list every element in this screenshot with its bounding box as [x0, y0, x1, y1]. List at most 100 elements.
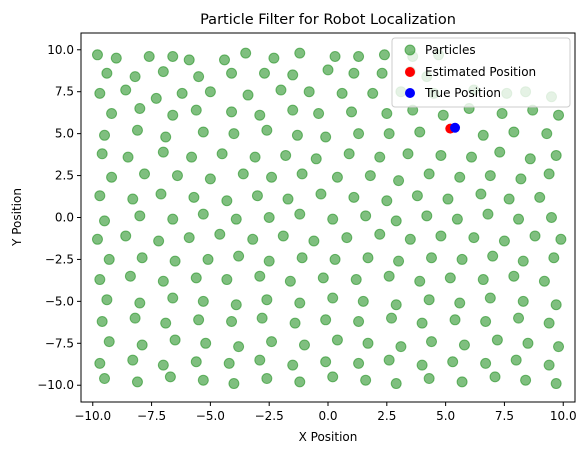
particle-point — [393, 255, 405, 267]
particle-point — [550, 149, 562, 161]
particle-point — [157, 275, 169, 287]
particle-point — [513, 213, 525, 225]
particle-point — [275, 84, 287, 96]
particle-point — [287, 104, 299, 116]
particle-point — [183, 232, 195, 244]
particle-point — [451, 213, 463, 225]
particle-point — [223, 357, 235, 369]
particle-point — [131, 124, 143, 136]
y-tick-label: −7.5 — [45, 336, 74, 350]
particle-point — [99, 373, 111, 385]
particle-point — [517, 255, 529, 267]
particle-point — [268, 52, 280, 64]
particle-point — [150, 92, 162, 104]
particle-point — [449, 314, 461, 326]
particle-point — [190, 272, 202, 284]
particle-point — [129, 312, 141, 324]
particle-point — [164, 371, 176, 383]
particle-point — [383, 128, 395, 140]
particle-point — [390, 378, 402, 390]
particle-point — [390, 215, 402, 227]
true-position-point — [450, 122, 461, 133]
x-axis-ticks: −10.0 −7.5 −5.0 −2.5 0.0 2.5 5.0 7.5 10.0 — [74, 402, 577, 423]
particle-point — [197, 295, 209, 307]
particle-point — [261, 373, 273, 385]
particle-point — [444, 272, 456, 284]
particle-point — [266, 336, 278, 348]
particle-point — [96, 315, 108, 327]
x-tick-label: 10.0 — [550, 409, 577, 423]
particle-point — [202, 253, 214, 265]
particle-point — [374, 151, 386, 163]
particle-point — [550, 378, 562, 390]
particle-point — [167, 213, 179, 225]
particle-point — [94, 87, 106, 99]
particle-point — [193, 314, 205, 326]
particle-point — [447, 356, 459, 368]
particle-point — [261, 294, 273, 306]
particle-point — [553, 341, 565, 353]
particle-point — [176, 87, 188, 99]
particle-point — [289, 317, 301, 329]
particle-point — [204, 86, 216, 98]
x-tick-label: 5.0 — [436, 409, 455, 423]
particle-point — [219, 54, 230, 66]
particle-point — [266, 171, 278, 183]
legend-marker-estimated — [405, 67, 415, 77]
particle-point — [242, 89, 254, 101]
particle-point — [395, 341, 407, 353]
particle-point — [127, 193, 139, 205]
legend-label-true: True Position — [424, 86, 501, 100]
particle-point — [520, 374, 532, 386]
particle-point — [423, 294, 435, 306]
particle-point — [322, 64, 334, 76]
particle-point — [193, 71, 205, 83]
particle-point — [374, 228, 386, 240]
particle-point — [294, 47, 306, 59]
particle-point — [277, 230, 289, 242]
particle-point — [346, 106, 358, 118]
particle-point — [543, 317, 555, 329]
particle-point — [131, 376, 143, 388]
x-axis-label: X Position — [299, 430, 358, 444]
particle-point — [538, 275, 550, 287]
particle-point — [423, 373, 435, 385]
particle-point — [254, 270, 266, 282]
particle-point — [376, 67, 388, 79]
particle-point — [254, 354, 266, 366]
legend-marker-true — [405, 88, 415, 98]
particle-point — [310, 153, 322, 165]
particle-point — [94, 357, 106, 369]
particle-point — [103, 253, 115, 265]
chart-title: Particle Filter for Robot Localization — [200, 12, 456, 28]
y-tick-label: −5.0 — [45, 294, 74, 308]
particle-point — [353, 357, 365, 369]
particle-point — [513, 312, 525, 324]
legend-box — [391, 37, 571, 108]
particle-point — [188, 191, 200, 203]
particle-point — [416, 317, 428, 329]
particle-point — [414, 126, 426, 138]
particle-point — [258, 67, 270, 79]
particle-point — [247, 233, 259, 245]
particle-point — [296, 252, 308, 264]
particle-point — [543, 168, 555, 180]
particle-point — [216, 148, 228, 160]
particle-point — [101, 294, 113, 306]
x-tick-label: −7.5 — [137, 409, 166, 423]
particle-point — [261, 124, 273, 136]
particle-point — [169, 255, 181, 267]
particle-point — [124, 270, 136, 282]
particle-point — [480, 315, 492, 327]
particle-point — [468, 232, 480, 244]
particle-point — [550, 299, 562, 311]
particle-point — [296, 168, 308, 180]
particle-point — [221, 274, 233, 286]
particle-point — [298, 339, 310, 351]
y-tick-label: −2.5 — [45, 252, 74, 266]
particle-point — [233, 341, 245, 353]
particle-point — [169, 334, 181, 346]
particle-point — [454, 171, 466, 183]
particle-point — [524, 153, 536, 165]
particle-point — [487, 250, 499, 262]
